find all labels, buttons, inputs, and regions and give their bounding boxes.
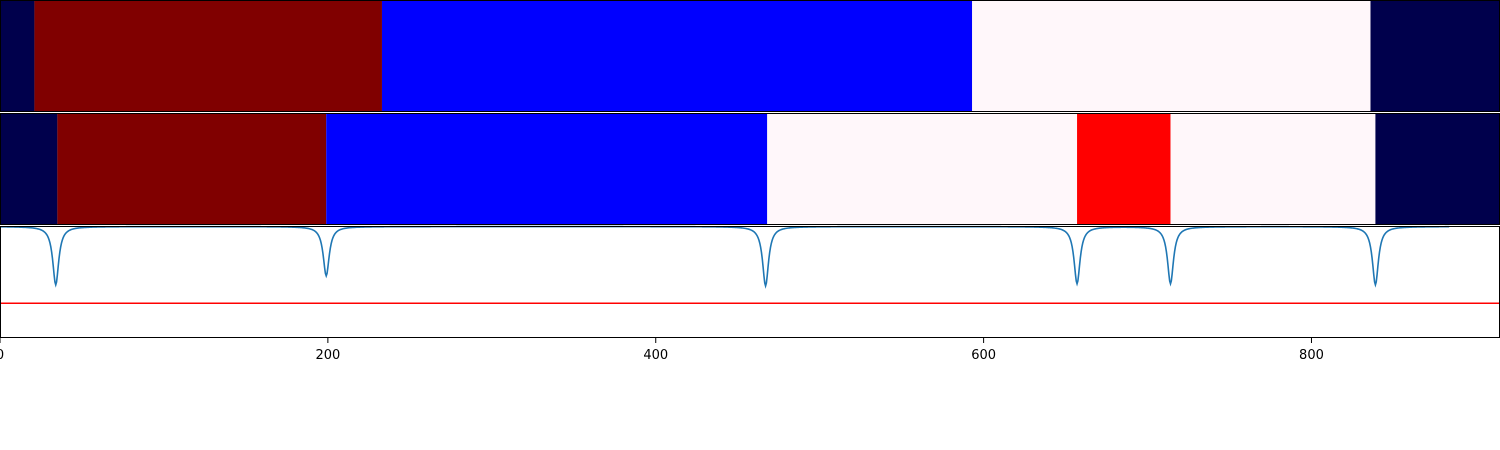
x-axis: 0 200 400 600 800 [0,338,1324,363]
x-tick-label: 400 [643,348,668,363]
x-tick-label: 200 [315,348,340,363]
x-tick-label: 800 [1299,348,1324,363]
bottom-row-segment-7 [1375,113,1500,225]
bottom-row-segment-4 [767,113,1078,225]
x-tick-label: 0 [0,348,4,363]
bottom-row-segment-1 [0,113,58,225]
top-row-segment-4 [972,0,1371,112]
signal-panel-frame [0,226,1500,338]
bottom-row-segment-2 [57,113,327,225]
segment-row-top [0,0,1500,112]
signal-plot [0,225,1500,305]
bottom-row-segment-6 [1170,113,1376,225]
top-row-segment-2 [34,0,382,112]
segment-row-bottom [0,113,1500,225]
bottom-row-segment-5 [1077,113,1171,225]
top-row-segment-5 [1370,0,1500,112]
x-tick-label: 600 [971,348,996,363]
signal-series-line [0,225,1450,289]
top-row-segment-3 [381,0,973,112]
bottom-row-segment-3 [326,113,768,225]
top-row-segment-1 [0,0,35,112]
